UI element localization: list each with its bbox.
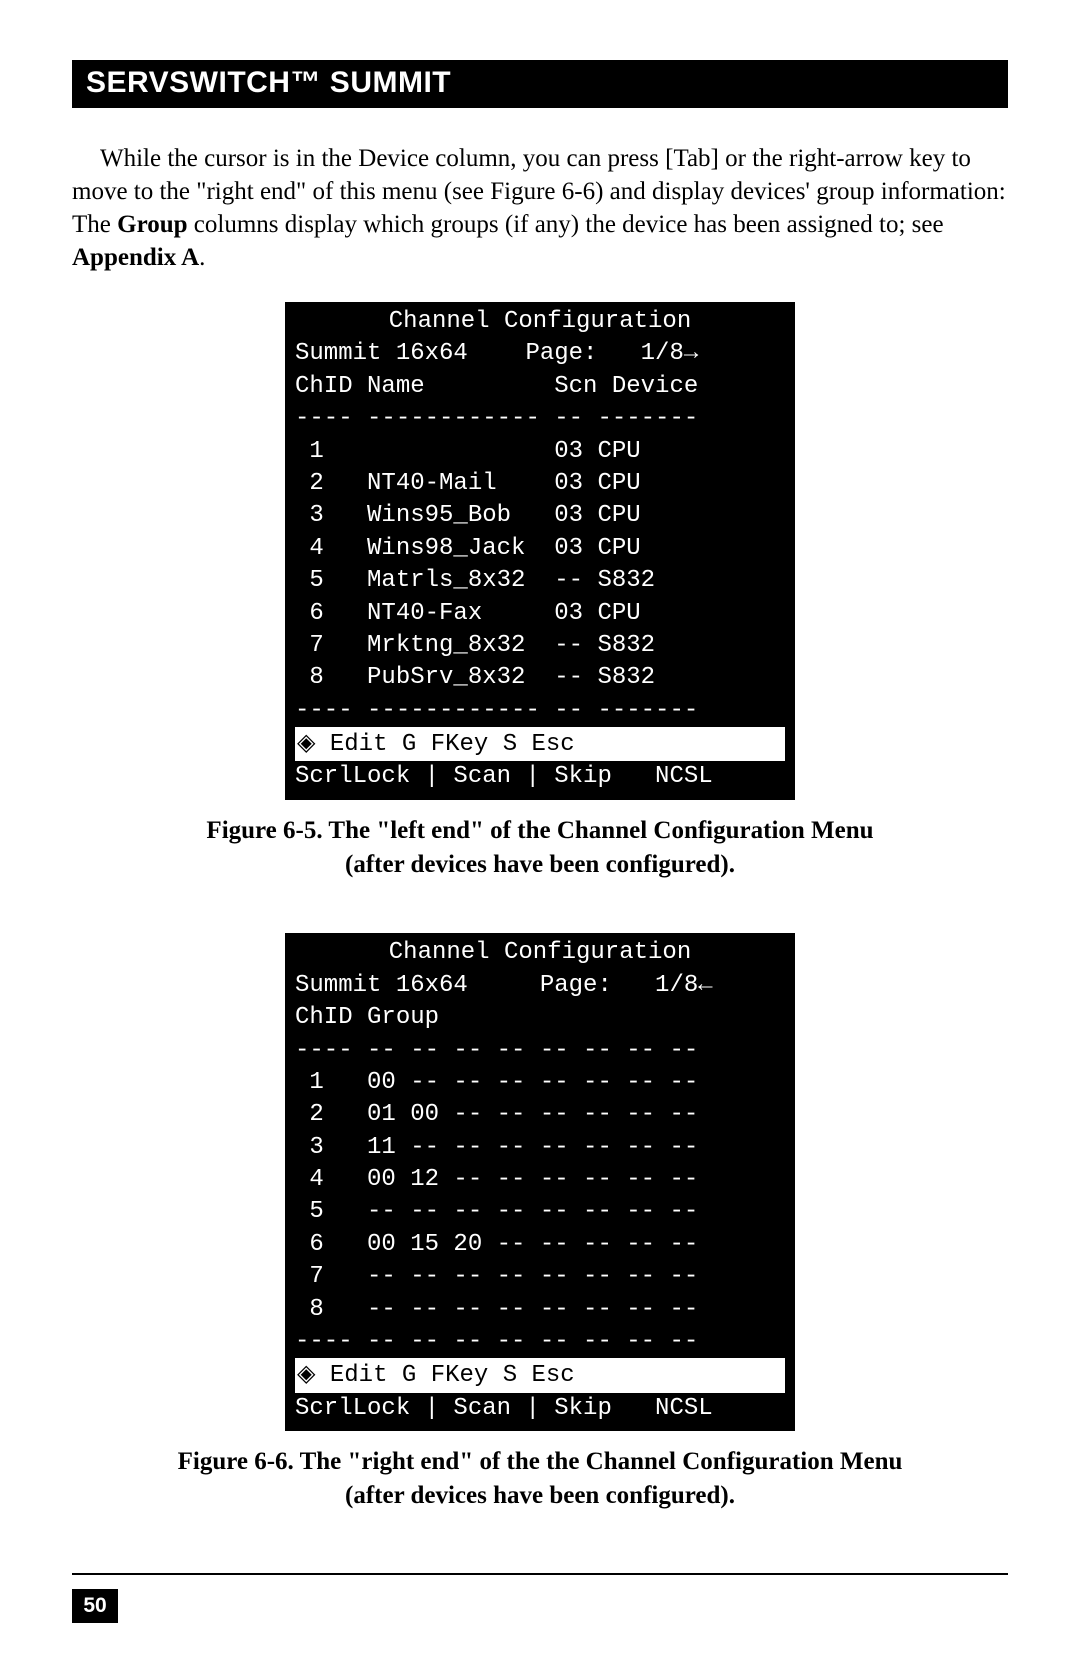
terminal-line: 1 03 CPU	[295, 436, 785, 468]
terminal-line: ScrlLock | Scan | Skip NCSL	[295, 1393, 785, 1425]
body-paragraph: While the cursor is in the Device column…	[72, 142, 1008, 274]
terminal-line: ScrlLock | Scan | Skip NCSL	[295, 761, 785, 793]
terminal-line: Summit 16x64 Page: 1/8→	[295, 338, 785, 370]
terminal-line: 6 NT40-Fax 03 CPU	[295, 598, 785, 630]
terminal-line: ---- ------------ -- -------	[295, 403, 785, 435]
terminal-line: 6 00 15 20 -- -- -- -- --	[295, 1229, 785, 1261]
caption-line: (after devices have been configured).	[345, 851, 735, 878]
terminal-line: 5 -- -- -- -- -- -- -- --	[295, 1196, 785, 1228]
terminal-line: ---- ------------ -- -------	[295, 695, 785, 727]
caption-line: (after devices have been configured).	[345, 1482, 735, 1509]
paragraph-bold-appendix: Appendix A	[72, 244, 199, 271]
terminal-line: 7 Mrktng_8x32 -- S832	[295, 630, 785, 662]
terminal-line: ---- -- -- -- -- -- -- -- --	[295, 1326, 785, 1358]
caption-line: Figure 6-5. The "left end" of the Channe…	[206, 817, 873, 844]
terminal-line: 5 Matrls_8x32 -- S832	[295, 565, 785, 597]
figure-caption-6-6: Figure 6-6. The "right end" of the the C…	[72, 1445, 1008, 1513]
terminal-line: Channel Configuration	[295, 306, 785, 338]
terminal-line: 7 -- -- -- -- -- -- -- --	[295, 1261, 785, 1293]
diamond-icon: ◈	[297, 1358, 315, 1390]
terminal-line: ChID Name Scn Device	[295, 371, 785, 403]
diamond-icon: ◈	[297, 727, 315, 759]
paragraph-text: columns display which groups (if any) th…	[188, 211, 944, 238]
terminal-line: 3 Wins95_Bob 03 CPU	[295, 500, 785, 532]
terminal-line: 2 NT40-Mail 03 CPU	[295, 468, 785, 500]
terminal-line: 3 11 -- -- -- -- -- -- --	[295, 1132, 785, 1164]
page: SERVSWITCH™ SUMMIT While the cursor is i…	[0, 0, 1080, 1669]
terminal-line: 8 -- -- -- -- -- -- -- --	[295, 1294, 785, 1326]
paragraph-bold-group: Group	[117, 211, 187, 238]
terminal-hint-bar: ◈ Edit G FKey S Esc	[295, 1358, 785, 1392]
terminal-line: Channel Configuration	[295, 937, 785, 969]
terminal-line: Summit 16x64 Page: 1/8←	[295, 970, 785, 1002]
terminal-figure-6-5: Channel ConfigurationSummit 16x64 Page: …	[285, 302, 795, 800]
terminal-line: ---- -- -- -- -- -- -- -- --	[295, 1035, 785, 1067]
page-header: SERVSWITCH™ SUMMIT	[72, 60, 1008, 108]
paragraph-text: .	[199, 244, 205, 271]
terminal-figure-6-6: Channel ConfigurationSummit 16x64 Page: …	[285, 933, 795, 1431]
figure-caption-6-5: Figure 6-5. The "left end" of the Channe…	[72, 814, 1008, 882]
terminal-line: 2 01 00 -- -- -- -- -- --	[295, 1099, 785, 1131]
terminal-line: 8 PubSrv_8x32 -- S832	[295, 662, 785, 694]
footer-rule	[72, 1573, 1008, 1575]
terminal-line: ChID Group	[295, 1002, 785, 1034]
page-number: 50	[72, 1589, 118, 1623]
caption-line: Figure 6-6. The "right end" of the the C…	[178, 1448, 903, 1475]
terminal-hint-bar: ◈ Edit G FKey S Esc	[295, 727, 785, 761]
terminal-line: 4 00 12 -- -- -- -- -- --	[295, 1164, 785, 1196]
terminal-line: 1 00 -- -- -- -- -- -- --	[295, 1067, 785, 1099]
terminal-line: 4 Wins98_Jack 03 CPU	[295, 533, 785, 565]
spacer	[72, 881, 1008, 933]
